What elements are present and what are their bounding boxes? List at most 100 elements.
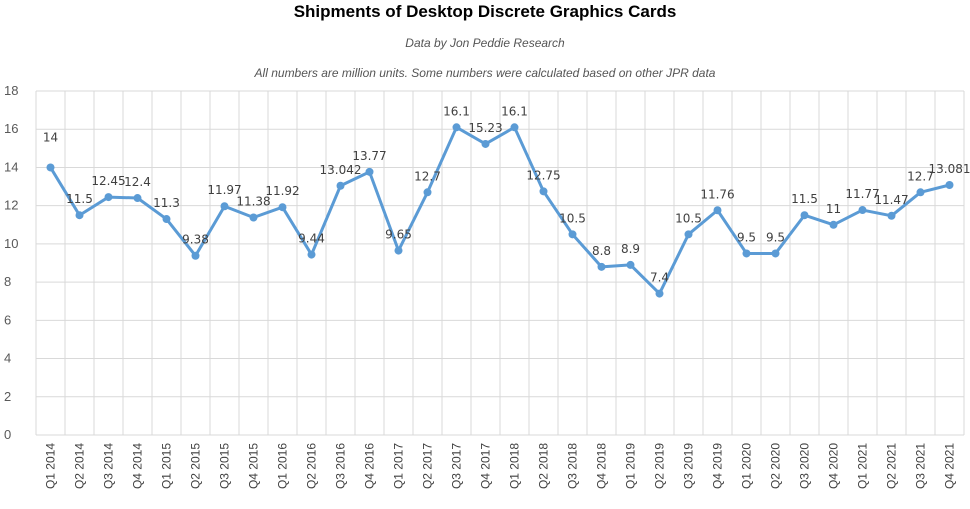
x-tick-label: Q2 2015: [189, 443, 203, 489]
x-tick-label: Q2 2016: [305, 443, 319, 489]
data-point: [133, 194, 142, 203]
data-label: 9.5: [737, 230, 756, 244]
data-point: [336, 181, 345, 190]
data-label: 10.5: [559, 211, 586, 225]
x-tick-label: Q4 2014: [131, 443, 145, 489]
chart-note: All numbers are million units. Some numb…: [254, 66, 716, 80]
x-tick-label: Q3 2021: [914, 443, 928, 489]
data-label: 8.8: [592, 244, 611, 258]
x-tick-label: Q1 2020: [740, 443, 754, 489]
data-label: 12.7: [414, 169, 441, 183]
data-point: [481, 139, 490, 148]
x-tick-label: Q1 2015: [160, 443, 174, 489]
x-tick-label: Q4 2017: [479, 443, 493, 489]
data-point: [46, 163, 55, 172]
data-point: [249, 213, 258, 222]
y-tick-label: 18: [4, 83, 18, 98]
data-point: [771, 249, 780, 258]
y-tick-label: 8: [4, 274, 11, 289]
data-point: [452, 123, 461, 132]
data-point: [655, 289, 664, 298]
data-point: [713, 206, 722, 215]
y-tick-label: 12: [4, 198, 18, 213]
data-label: 13.042: [320, 163, 362, 177]
x-tick-label: Q4 2020: [827, 443, 841, 489]
x-tick-label: Q1 2018: [508, 443, 522, 489]
data-label: 13.081: [929, 162, 970, 176]
y-tick-label: 14: [4, 159, 18, 174]
data-label: 14: [43, 130, 58, 144]
x-tick-label: Q4 2019: [711, 443, 725, 489]
data-point: [278, 203, 287, 212]
data-label: 16.1: [443, 104, 470, 118]
data-point: [394, 246, 403, 255]
data-point: [220, 202, 229, 211]
chart-subtitle: Data by Jon Peddie Research: [405, 36, 565, 50]
data-point: [626, 260, 635, 269]
data-point: [568, 230, 577, 239]
data-label: 7.4: [650, 271, 669, 285]
chart-title: Shipments of Desktop Discrete Graphics C…: [293, 2, 677, 21]
series-line-layer: [49, 125, 950, 296]
data-point: [829, 220, 838, 229]
y-axis-ticks: 0 2 4 6 8 10 12 14 16 18: [4, 83, 18, 442]
y-tick-label: 10: [4, 236, 18, 251]
x-tick-label: Q3 2018: [566, 443, 580, 489]
grid-layer: [35, 90, 965, 436]
data-point: [104, 193, 113, 202]
data-point: [162, 215, 171, 224]
x-tick-label: Q4 2018: [595, 443, 609, 489]
x-tick-label: Q1 2021: [856, 443, 870, 489]
x-axis-ticks: Q1 2014 Q2 2014 Q3 2014 Q4 2014 Q1 2015 Q2 20…: [44, 443, 957, 489]
x-tick-label: Q2 2019: [653, 443, 667, 489]
data-label: 11.5: [791, 192, 818, 206]
x-tick-label: Q1 2016: [276, 443, 290, 489]
data-point: [684, 230, 693, 239]
data-point: [510, 123, 519, 132]
data-label: 11: [826, 202, 841, 216]
data-label: 12.45: [91, 174, 125, 188]
x-tick-label: Q2 2014: [73, 443, 87, 489]
data-label: 12.4: [124, 175, 151, 189]
data-label: 16.1: [501, 104, 528, 118]
x-tick-label: Q3 2016: [334, 443, 348, 489]
x-tick-label: Q4 2016: [363, 443, 377, 489]
data-label: 9.44: [298, 232, 325, 246]
data-label: 9.5: [766, 230, 785, 244]
data-point: [916, 188, 925, 197]
y-tick-label: 6: [4, 312, 11, 327]
data-point: [75, 211, 84, 220]
x-tick-label: Q3 2014: [102, 443, 116, 489]
data-point: [887, 211, 896, 220]
data-label: 11.38: [236, 195, 270, 209]
data-label: 9.38: [182, 233, 209, 247]
data-point: [858, 206, 867, 215]
x-tick-label: Q4 2015: [247, 443, 261, 489]
data-label: 11.76: [700, 187, 734, 201]
data-point: [365, 167, 374, 176]
y-tick-label: 4: [4, 351, 11, 366]
y-tick-label: 0: [4, 427, 11, 442]
y-tick-label: 2: [4, 389, 11, 404]
data-label: 15.23: [468, 121, 502, 135]
x-tick-label: Q1 2017: [392, 443, 406, 489]
data-label: 9.65: [385, 228, 412, 242]
x-tick-label: Q3 2020: [798, 443, 812, 489]
x-tick-label: Q3 2015: [218, 443, 232, 489]
data-label: 12.75: [526, 168, 560, 182]
data-label: 10.5: [675, 211, 702, 225]
x-tick-label: Q2 2018: [537, 443, 551, 489]
data-label: 11.77: [845, 187, 879, 201]
data-label: 11.47: [874, 193, 908, 207]
x-tick-label: Q1 2014: [44, 443, 58, 489]
data-label: 11.92: [265, 184, 299, 198]
data-label: 11.97: [207, 183, 241, 197]
x-tick-label: Q2 2017: [421, 443, 435, 489]
x-tick-label: Q4 2021: [943, 443, 957, 489]
y-tick-label: 16: [4, 121, 18, 136]
data-label: 11.5: [66, 192, 93, 206]
data-point: [191, 251, 200, 260]
data-label: 8.9: [621, 242, 640, 256]
